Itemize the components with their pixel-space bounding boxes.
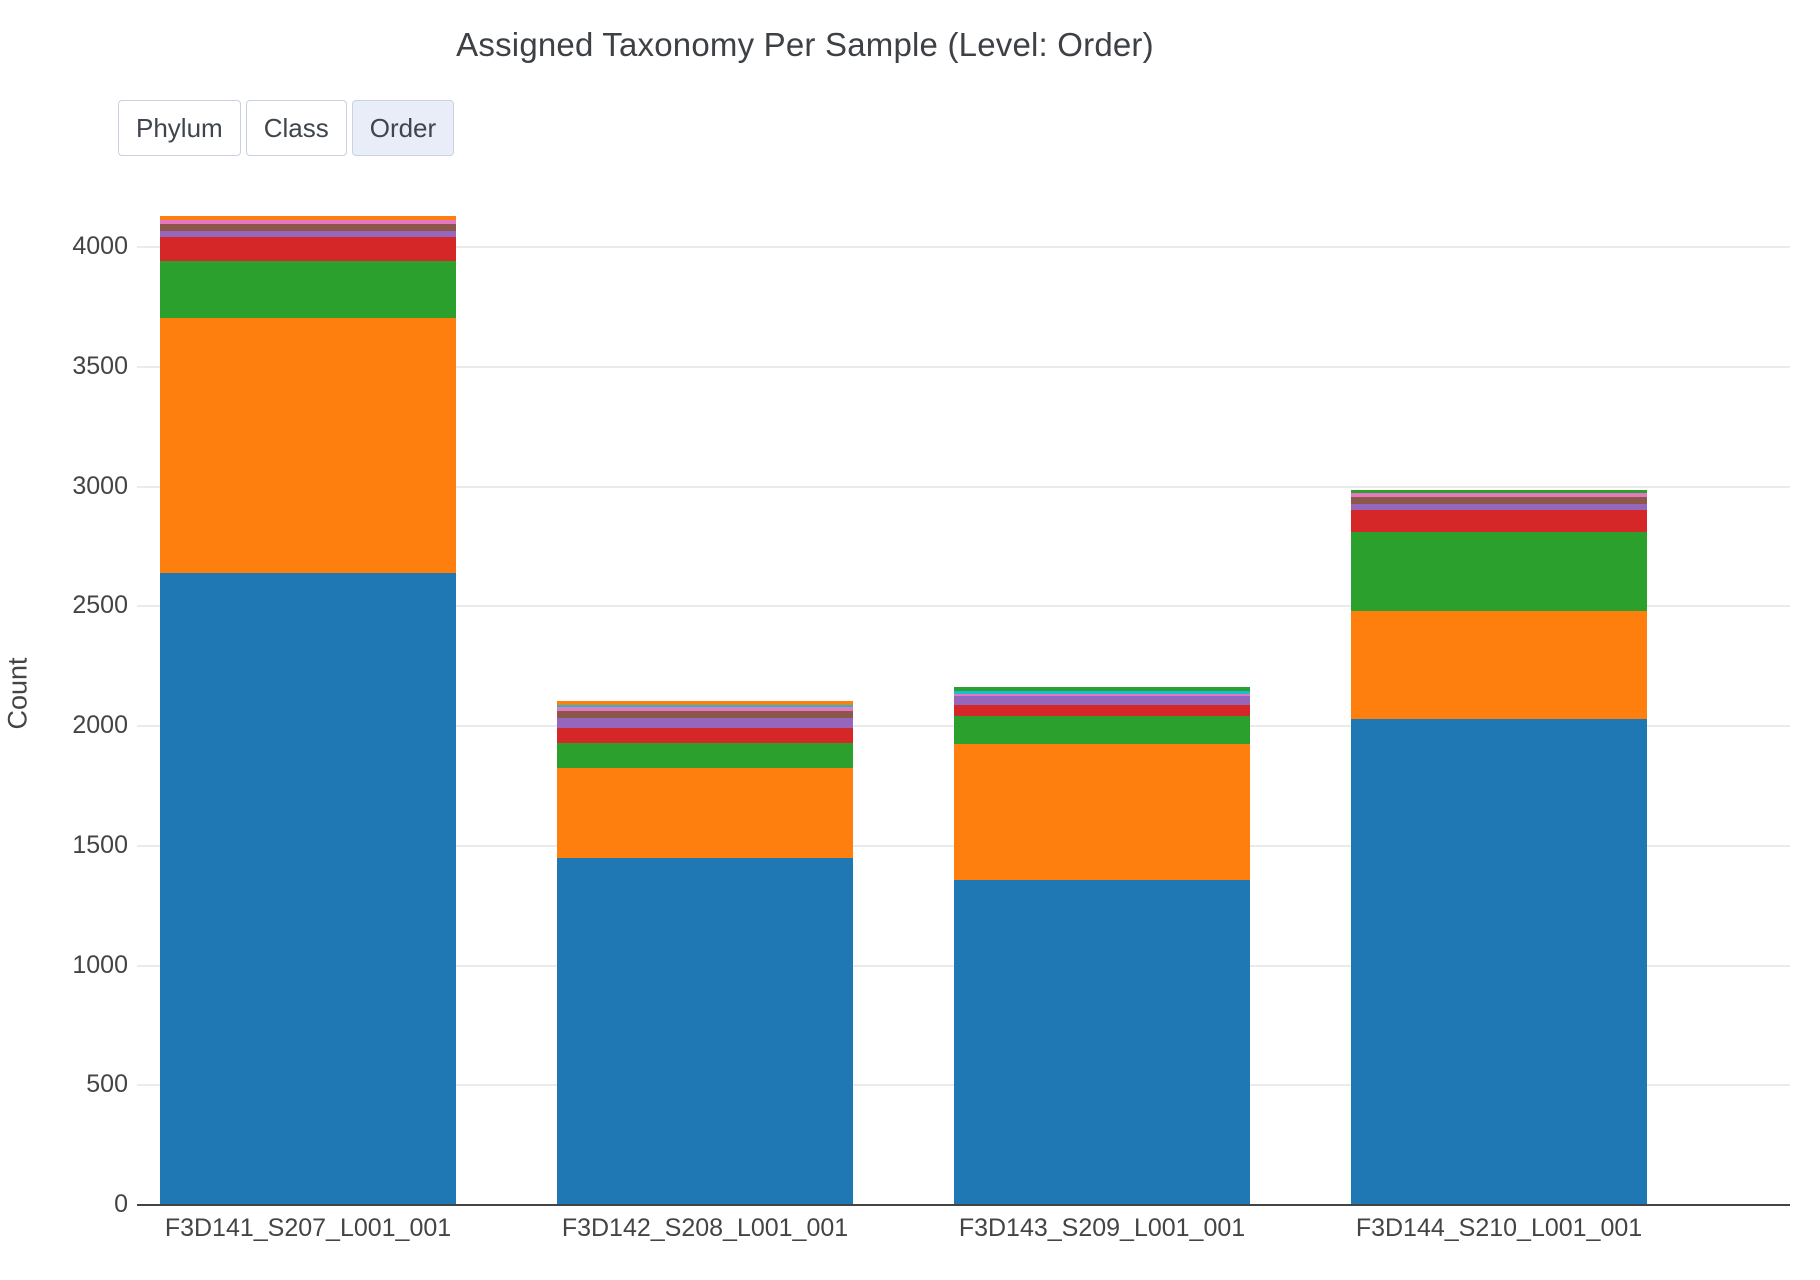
x-axis-line [137,1204,1790,1206]
y-tick-label-2000: 2000 [72,711,128,740]
level-button-phylum[interactable]: Phylum [118,100,241,156]
bar-segment[interactable] [160,317,456,573]
bar-segment[interactable] [557,718,853,729]
bar-segment[interactable] [160,224,456,231]
bar-segment[interactable] [1351,492,1647,497]
bar-segment[interactable] [160,236,456,262]
y-tick-label-1500: 1500 [72,830,128,859]
taxonomy-level-buttons: Phylum Class Order [118,100,455,156]
stacked-bar-F3D141_S207_L001_001 [160,216,456,1205]
bar-segment[interactable] [160,230,456,237]
bar-segment[interactable] [954,715,1250,744]
level-button-order[interactable]: Order [351,100,455,156]
bar-segment[interactable] [557,728,853,744]
gridline-2500 [137,605,1790,608]
gridline-3000 [137,485,1790,488]
bar-segment[interactable] [954,686,1250,691]
bar-segment[interactable] [160,220,456,225]
stacked-bar-F3D143_S209_L001_001 [954,686,1250,1205]
x-tick-label-F3D141_S207_L001_001: F3D141_S207_L001_001 [164,1214,452,1242]
bar-segment[interactable] [954,690,1250,694]
bar-segment[interactable] [557,768,853,859]
bar-segment[interactable] [954,693,1250,696]
bar-segment[interactable] [1351,496,1647,504]
y-tick-label-4000: 4000 [72,232,128,261]
bar-segment[interactable] [1351,509,1647,532]
bar-segment[interactable] [954,744,1250,881]
bar-segment[interactable] [1351,503,1647,510]
y-tick-label-3000: 3000 [72,471,128,500]
bar-segment[interactable] [557,704,853,708]
gridline-4000 [137,246,1790,249]
bar-segment[interactable] [954,704,1250,716]
bar-segment[interactable] [557,743,853,769]
bar-segment[interactable] [954,695,1250,705]
y-tick-label-3500: 3500 [72,351,128,380]
bar-segment[interactable] [954,880,1250,1205]
y-axis-title: Count [2,657,33,730]
gridline-3500 [137,365,1790,368]
bar-segment[interactable] [160,216,456,221]
y-tick-label-1000: 1000 [72,950,128,979]
x-tick-label-F3D143_S209_L001_001: F3D143_S209_L001_001 [958,1214,1246,1242]
bar-segment[interactable] [557,710,853,719]
chart-title: Assigned Taxonomy Per Sample (Level: Ord… [456,26,1154,63]
bar-segment[interactable] [1351,718,1647,1205]
stacked-bar-F3D142_S208_L001_001 [557,700,853,1205]
bar-segment[interactable] [1351,489,1647,493]
y-tick-label-0: 0 [114,1190,128,1218]
y-tick-label-500: 500 [86,1070,128,1099]
bar-segment[interactable] [557,707,853,711]
stacked-bar-F3D144_S210_L001_001 [1351,489,1647,1205]
x-tick-label-F3D144_S210_L001_001: F3D144_S210_L001_001 [1355,1214,1643,1242]
x-tick-label-F3D142_S208_L001_001: F3D142_S208_L001_001 [561,1214,849,1242]
bar-segment[interactable] [557,858,853,1205]
level-button-class[interactable]: Class [245,100,347,156]
bar-segment[interactable] [160,572,456,1205]
bar-segment[interactable] [557,700,853,705]
bar-segment[interactable] [160,261,456,318]
y-tick-label-2500: 2500 [72,591,128,620]
bar-segment[interactable] [1351,531,1647,611]
bar-segment[interactable] [1351,610,1647,719]
